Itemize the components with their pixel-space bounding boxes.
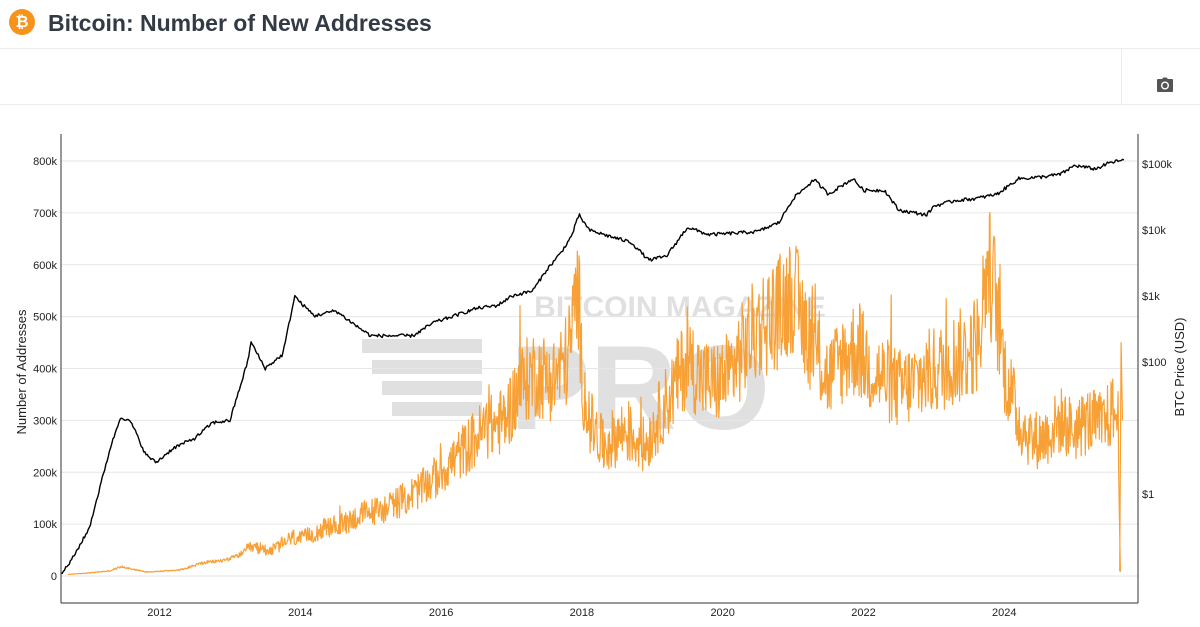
- btc-price-line: [60, 158, 1125, 575]
- y-axis-title: Number of Addresses: [14, 309, 29, 435]
- x-tick-label: 2024: [992, 607, 1016, 619]
- chart-toolbar: [0, 49, 1200, 105]
- chart-area[interactable]: BITCOIN MAGAZINE PRO 0100k200k300k400k50…: [0, 104, 1200, 627]
- grid-lines: [61, 160, 1138, 577]
- x-tick-label: 2022: [851, 607, 875, 619]
- y-right-tick-label: $1: [1142, 489, 1154, 501]
- y-right-tick-label: $10k: [1142, 225, 1166, 237]
- x-tick-label: 2020: [710, 607, 734, 619]
- new-addresses-line: [67, 211, 1124, 575]
- x-tick-label: 2016: [429, 607, 453, 619]
- bitcoin-icon: ₿: [9, 9, 35, 35]
- y-tick-label: 200k: [33, 467, 57, 479]
- axes: 0 100k 200k 300k 400k 500k 600k 700k 800k $1 $100 $…: [33, 134, 1172, 619]
- y-tick-label: 400k: [33, 364, 57, 376]
- plot-lines: [60, 158, 1125, 575]
- y-tick-label: 500k: [33, 312, 57, 324]
- toolbar-divider: [1121, 49, 1122, 104]
- y-tick-label: 0: [51, 571, 57, 583]
- page-header: ₿ Bitcoin: Number of New Addresses: [0, 0, 1200, 49]
- y-tick-label: 700k: [33, 208, 57, 220]
- x-tick-label: 2014: [288, 607, 312, 619]
- download-image-button[interactable]: [1148, 70, 1182, 100]
- y-right-tick-label: $100k: [1142, 159, 1172, 171]
- y-tick-label: 100k: [33, 519, 57, 531]
- y-right-tick-label: $100: [1142, 357, 1166, 369]
- y-right-tick-label: $1k: [1142, 291, 1160, 303]
- y-tick-label: 600k: [33, 260, 57, 272]
- x-tick-label: 2012: [147, 607, 171, 619]
- x-tick-label: 2018: [570, 607, 594, 619]
- y-tick-label: 800k: [33, 156, 57, 168]
- page-title: Bitcoin: Number of New Addresses: [48, 10, 432, 36]
- camera-icon: [1157, 77, 1173, 92]
- y-axis-right-title: BTC Price (USD): [1172, 318, 1187, 417]
- y-tick-label: 300k: [33, 415, 57, 427]
